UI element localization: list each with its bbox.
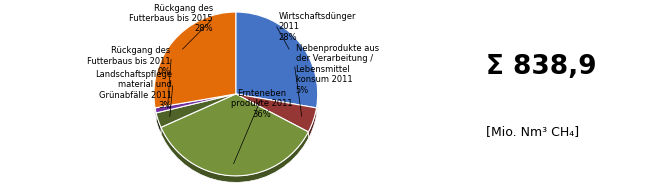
Polygon shape xyxy=(154,85,155,114)
Text: Rückgang des
Futterbaus bis 2015
28%: Rückgang des Futterbaus bis 2015 28% xyxy=(129,4,213,33)
Wedge shape xyxy=(155,94,236,113)
Wedge shape xyxy=(156,94,236,127)
Text: Nebenprodukte aus
der Verarbeitung /
Lebensmittel
konsum 2011
5%: Nebenprodukte aus der Verarbeitung / Leb… xyxy=(296,44,379,95)
Wedge shape xyxy=(154,12,236,108)
Text: [Mio. Nm³ CH₄]: [Mio. Nm³ CH₄] xyxy=(486,125,579,138)
Text: Σ 838,9: Σ 838,9 xyxy=(486,54,597,80)
Polygon shape xyxy=(156,113,161,134)
Wedge shape xyxy=(161,94,308,176)
Polygon shape xyxy=(161,127,308,182)
Wedge shape xyxy=(236,12,318,108)
Polygon shape xyxy=(317,85,318,114)
Text: Rückgang des
Futterbaus bis 2011
0%: Rückgang des Futterbaus bis 2011 0% xyxy=(87,46,171,76)
Polygon shape xyxy=(155,108,156,119)
Polygon shape xyxy=(308,108,317,138)
Text: Landschaftspflege
material und
Grünabfälle 2011
3%: Landschaftspflege material und Grünabfäl… xyxy=(95,70,172,110)
Text: Wirtschaftsdünger
2011
28%: Wirtschaftsdünger 2011 28% xyxy=(278,12,356,42)
Wedge shape xyxy=(236,94,317,132)
Text: Ernteneben
produkte 2011
36%: Ernteneben produkte 2011 36% xyxy=(231,89,293,119)
